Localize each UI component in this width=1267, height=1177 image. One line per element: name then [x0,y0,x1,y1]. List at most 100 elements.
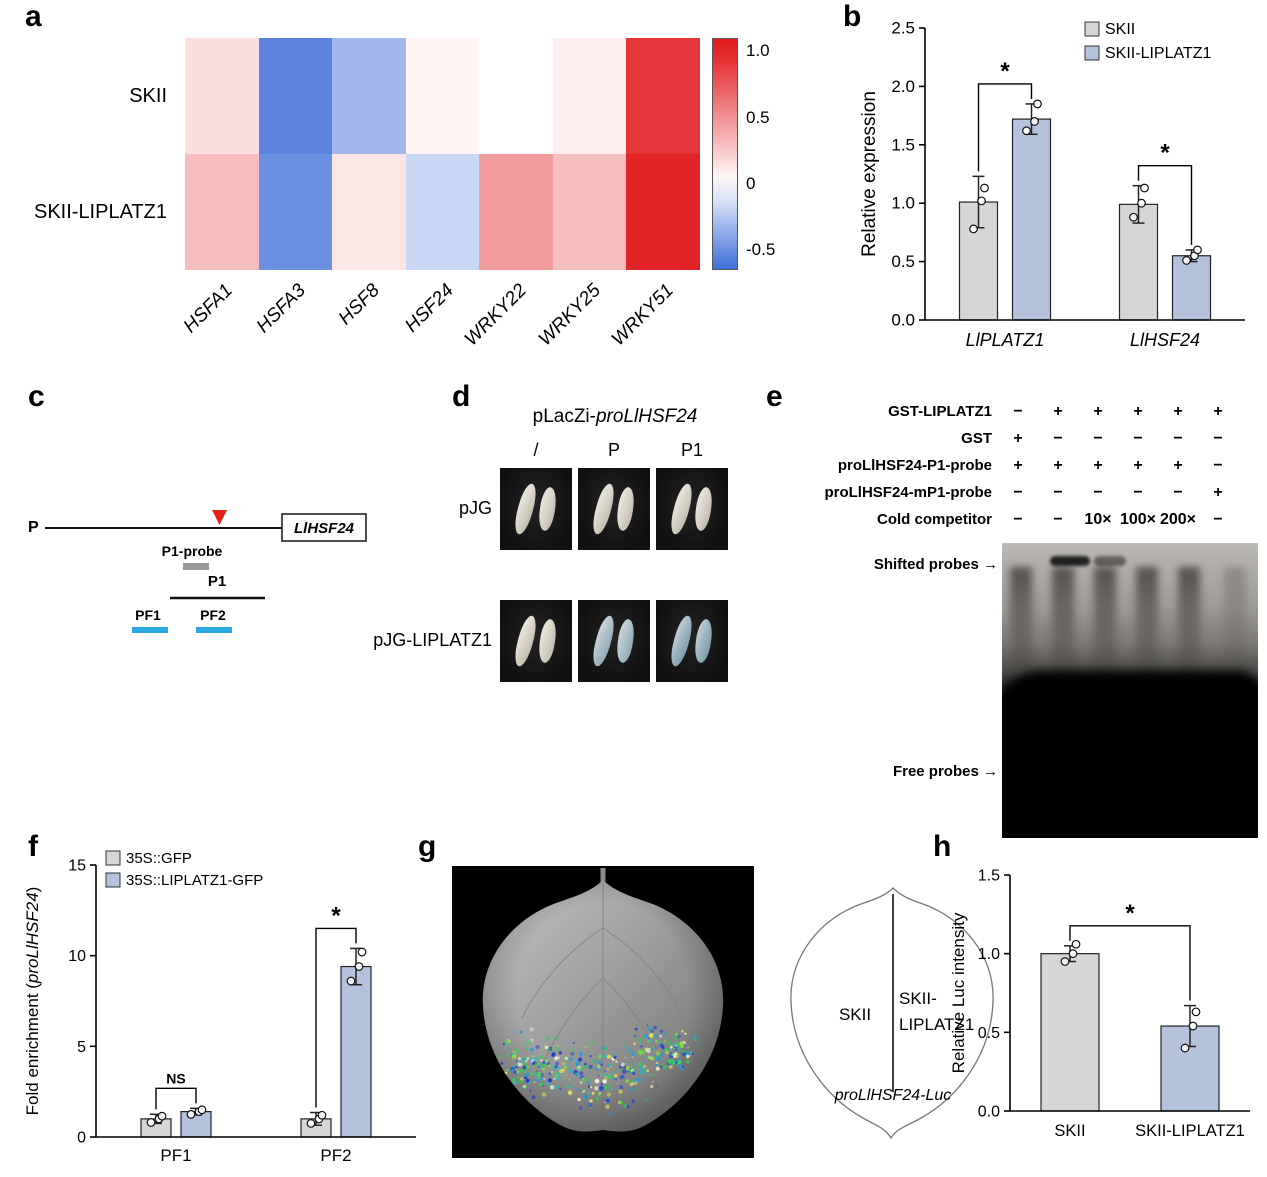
luminescence-speckle [676,1064,678,1067]
luminescence-speckle [600,1073,603,1076]
heatmap-cell [258,154,333,270]
luminescence-speckle [647,1026,652,1031]
luminescence-speckle [622,1069,627,1074]
y1h-plasmid-title: pLacZi-proLlHSF24 [490,406,740,428]
luminescence-speckle [554,1065,558,1069]
luminescence-speckle [649,1073,652,1077]
gene-label: LlHSF24 [294,520,355,537]
luminescence-speckle [646,1048,651,1054]
luminescence-speckle [590,1081,592,1084]
emsa-condition-value: + [1133,456,1143,474]
luminescence-speckle [600,1082,604,1086]
luminescence-speckle [630,1087,634,1091]
data-point [357,947,367,957]
y-tick-label: 10 [68,948,86,965]
data-point [1033,99,1042,109]
luminescence-speckle [673,1047,676,1050]
luminescence-speckle [563,1065,567,1069]
luminescence-speckle [590,1107,593,1109]
significance-label: NS [166,1070,185,1086]
panel-a-label: a [25,0,42,33]
data-point [354,962,364,971]
luminescence-speckle [531,1095,536,1100]
yeast-image-pjg-p [578,468,650,550]
luminescence-speckle [555,1075,560,1080]
luminescence-speckle [539,1055,543,1059]
emsa-condition-value: + [1173,402,1183,420]
luminescence-speckle [612,1076,615,1080]
shifted-probes-caption: Shifted probes → [830,556,998,573]
data-point [1030,117,1039,126]
luminescence-speckle [669,1059,674,1063]
luminescence-speckle [675,1032,678,1036]
luminescence-speckle [609,1072,613,1075]
luminescence-speckle [537,1065,540,1069]
luminescence-speckle [552,1065,555,1068]
luminescence-speckle [676,1054,679,1057]
luminescence-speckle [655,1056,660,1061]
gel-lane-smear [1010,567,1032,687]
luminescence-speckle [628,1079,631,1082]
luminescence-speckle [617,1100,622,1105]
luminescence-speckle [596,1064,601,1069]
p1-probe-bar [183,563,209,570]
heatmap-row-label: SKII [129,84,167,107]
luminescence-speckle [619,1068,622,1072]
bar [180,1111,212,1138]
promoter-schematic: P LlHSF24 P1-probe P1 PF1 PF2 [28,510,367,633]
colorbar-tick-label: 0.5 [746,107,770,127]
emsa-condition-value: + [1013,456,1023,474]
emsa-condition-value: − [1053,483,1063,501]
luminescence-speckle [556,1047,560,1051]
legend-swatch [105,872,121,888]
data-point [1137,198,1146,208]
heatmap-colorbar-ticks: 1.0 0.5 0 -0.5 [746,38,794,270]
luminescence-speckle [512,1050,516,1054]
luminescence-speckle [553,1077,556,1080]
luminescence-speckle [686,1058,688,1060]
heatmap-cell [552,154,627,270]
y1h-row-label-pjg-liplatz1: pJG-LIPLATZ1 [373,630,492,650]
luminescence-speckle [554,1085,559,1089]
luminescence-speckle [615,1060,618,1063]
luminescence-speckle [604,1047,608,1052]
luminescence-speckle [655,1047,658,1049]
y1h-row-label-pjg: pJG [458,498,492,518]
data-point [977,196,986,206]
luminescence-speckle [655,1061,659,1065]
significance-label: * [1125,900,1135,927]
category-label: PF1 [160,1146,191,1165]
panel-g-label: g [418,830,437,863]
luminescence-speckle [577,1087,580,1091]
y1h-title-prefix: pLacZi- [532,406,596,427]
emsa-condition-label: proLlHSF24-mP1-probe [824,484,992,501]
luminescence-speckle [519,1030,523,1034]
category-label: LlHSF24 [1130,330,1200,350]
luminescence-speckle [582,1089,586,1093]
luminescence-speckle [675,1041,678,1044]
luminescence-speckle [573,1041,576,1044]
luminescence-speckle [587,1102,593,1107]
heatmap-cell [405,38,480,154]
luminescence-speckle [579,1081,583,1084]
data-point [1193,245,1202,255]
luminescence-speckle [655,1066,660,1071]
luminescence-speckle [577,1066,582,1071]
luminescence-speckle [685,1060,690,1064]
luminescence-speckle [660,1065,663,1068]
luminescence-speckle [519,1061,522,1064]
luminescence-speckle [657,1055,660,1057]
luminescence-speckle [536,1052,539,1055]
luminescence-speckle [617,1068,620,1071]
luminescence-speckle [584,1064,589,1069]
luminescence-speckle [533,1057,538,1062]
emsa-condition-value: − [1013,483,1023,501]
luminescence-speckle [522,1062,527,1067]
luminescence-speckle [542,1084,545,1087]
luminescence-speckle [506,1068,509,1072]
luminescence-speckle [629,1049,632,1052]
legend-swatch [1084,45,1100,61]
luminescence-speckle [633,1069,636,1072]
luminescence-speckle [681,1051,687,1057]
luminescence-speckle [624,1056,627,1059]
